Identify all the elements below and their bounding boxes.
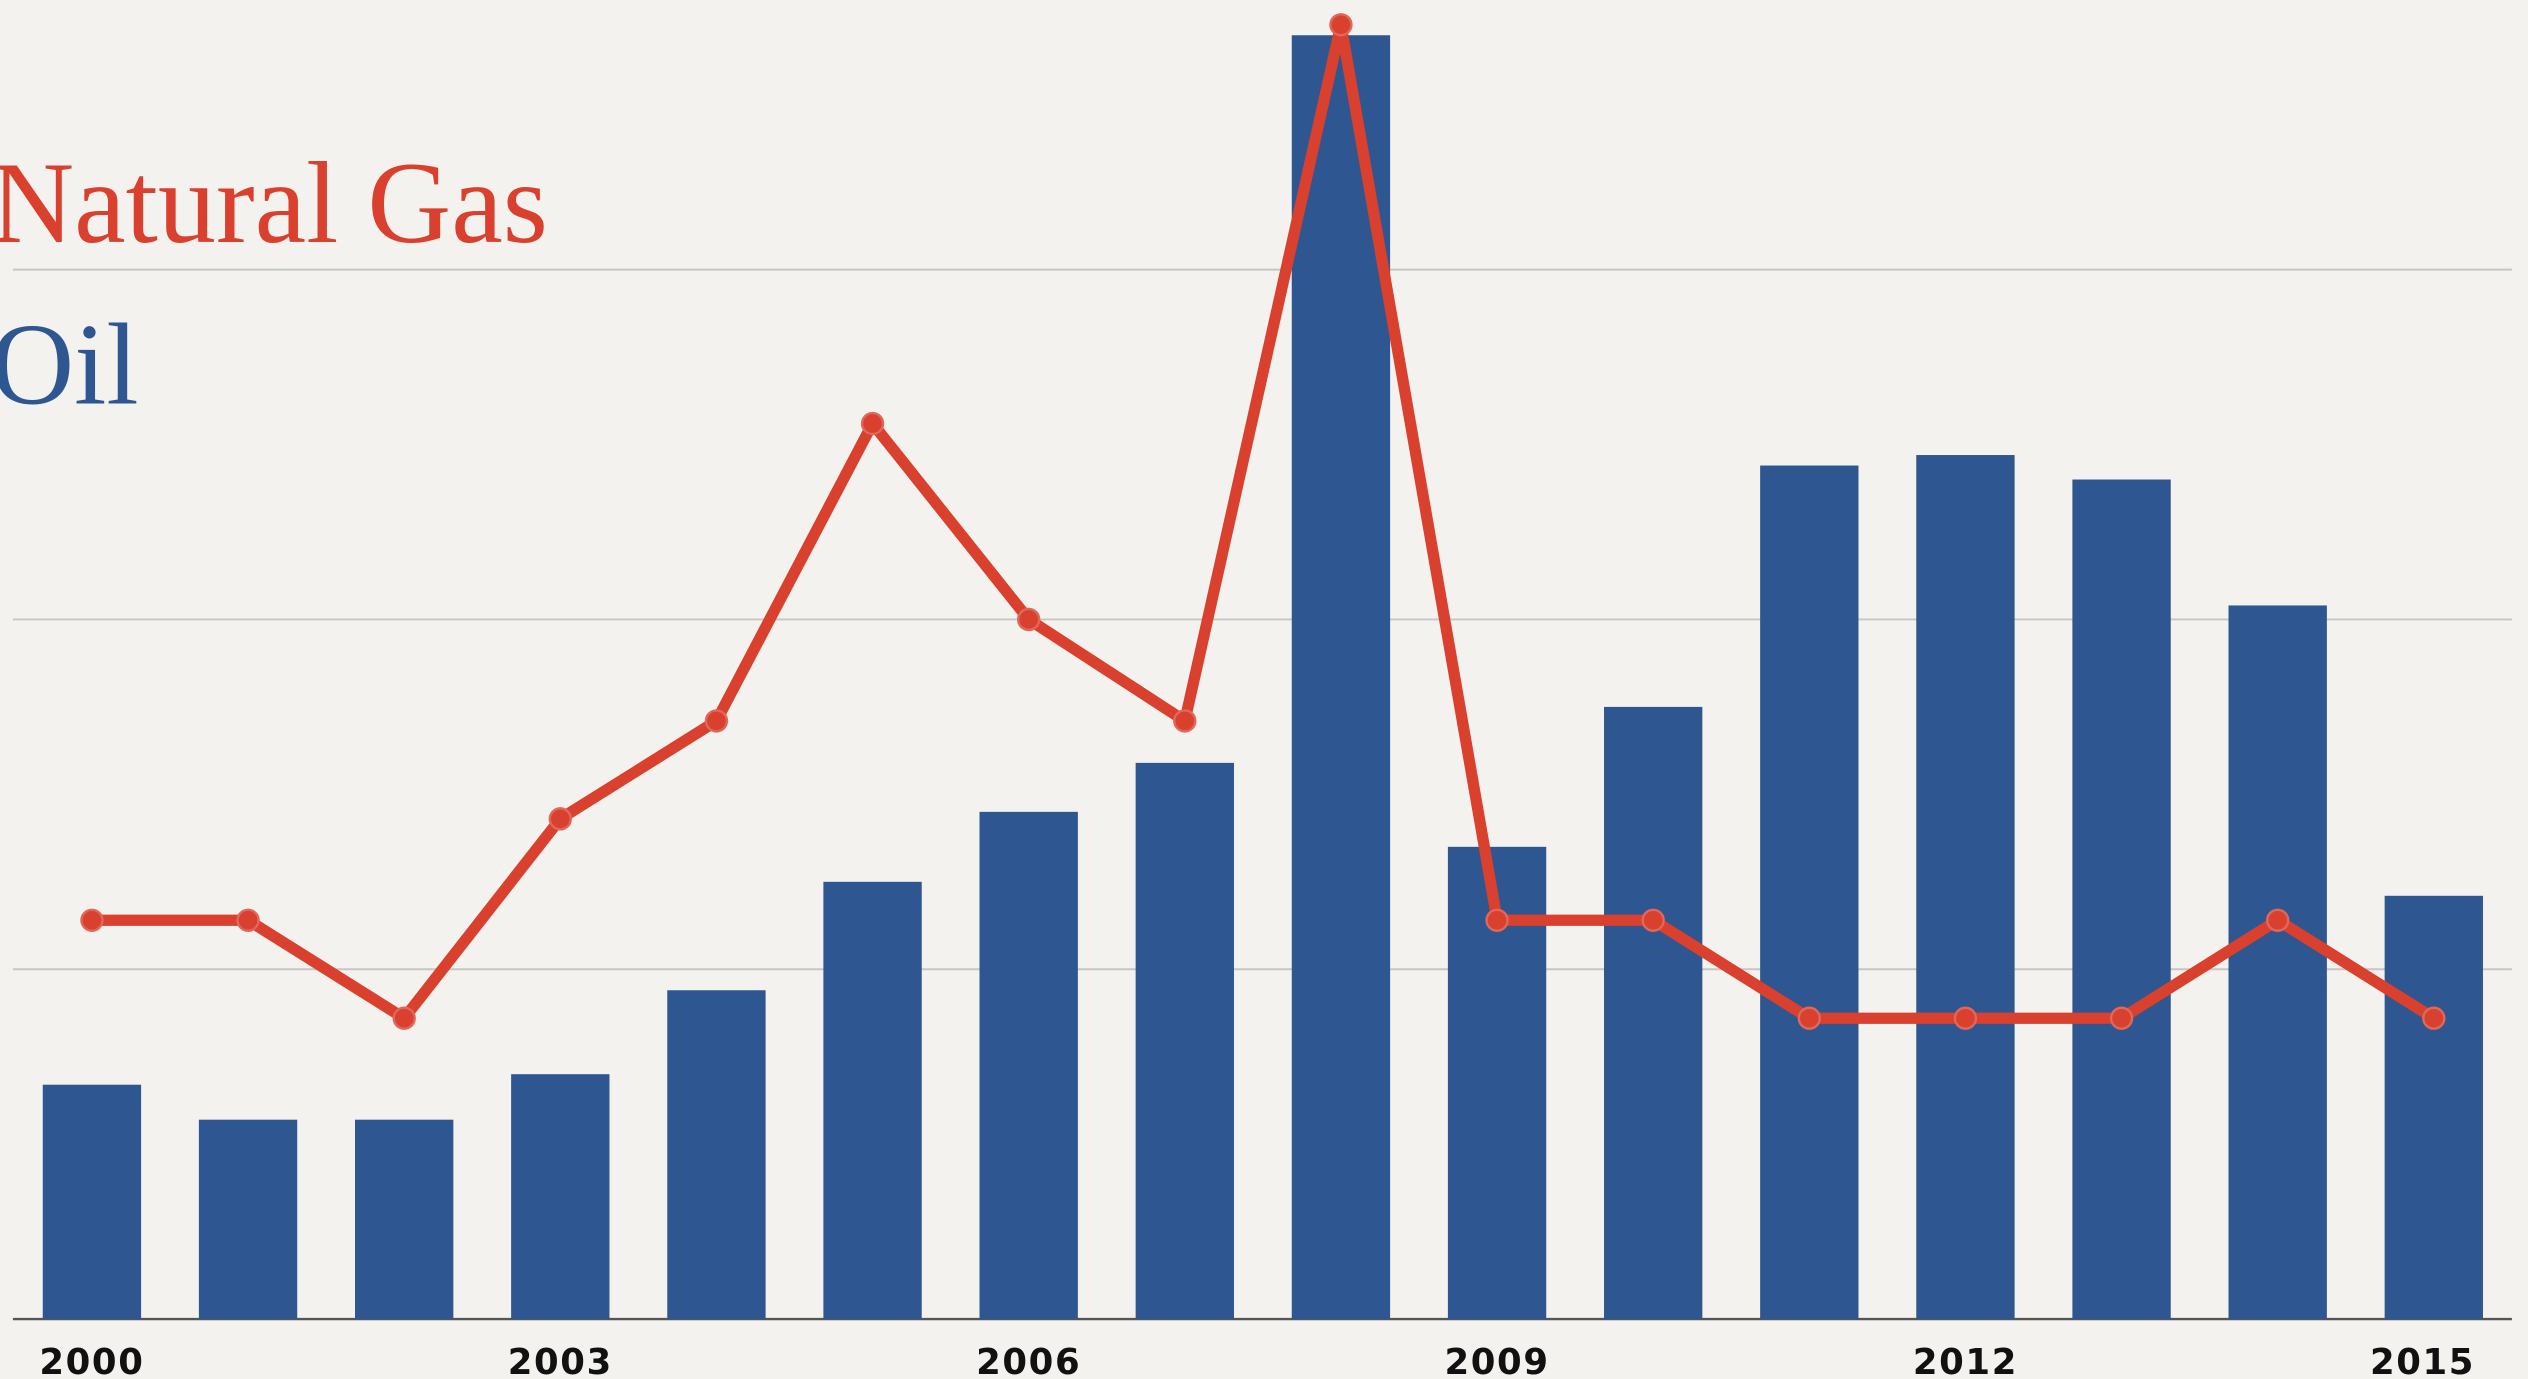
line-point: [1953, 1006, 1978, 1030]
bar: [511, 1074, 610, 1320]
line-point: [2266, 908, 2290, 932]
line-point: [860, 411, 885, 436]
bar: [355, 1119, 454, 1320]
bars: [42, 35, 2483, 1320]
bar: [823, 881, 922, 1320]
x-tick-label: 2000: [39, 1342, 144, 1379]
bar: [42, 1084, 142, 1320]
x-tick-label: 2009: [1444, 1342, 1549, 1379]
line-layer: [80, 13, 2446, 1030]
line: [91, 19, 2437, 1024]
labels: 2000 2003 2006 2009 2012 2015 Natural Gas Oil: [0, 140, 2475, 1379]
x-tick-label: 2012: [1913, 1342, 2018, 1379]
bar: [2228, 605, 2327, 1320]
x-tick-label: 2006: [976, 1342, 1081, 1379]
line-point: [1329, 13, 1353, 37]
x-tick-label: 2015: [2370, 1342, 2475, 1379]
line-point: [80, 908, 104, 932]
line-point: [2109, 1006, 2134, 1030]
bar: [198, 1119, 298, 1320]
x-tick-label: 2003: [508, 1342, 613, 1379]
bar: [1135, 762, 1234, 1320]
line-point: [1485, 908, 1509, 932]
bar: [979, 811, 1078, 1320]
line-point: [392, 1006, 416, 1030]
bar: [667, 990, 766, 1320]
bar: [1916, 455, 2015, 1320]
bar: [2072, 479, 2171, 1320]
line-point: [548, 807, 572, 831]
line-point: [2422, 1006, 2446, 1030]
line-point: [1797, 1006, 1822, 1030]
legend-label: Natural Gas: [0, 140, 548, 268]
line-point: [704, 709, 729, 733]
bar: [2384, 895, 2483, 1320]
bar: [1291, 35, 1391, 1320]
line-point: [1641, 908, 1665, 932]
bar: [1604, 706, 1703, 1320]
line-point: [1016, 607, 1041, 632]
line-point: [236, 908, 260, 932]
line-point: [1173, 709, 1197, 733]
legend-label: Oil: [0, 301, 139, 429]
bar: [1760, 465, 1859, 1320]
